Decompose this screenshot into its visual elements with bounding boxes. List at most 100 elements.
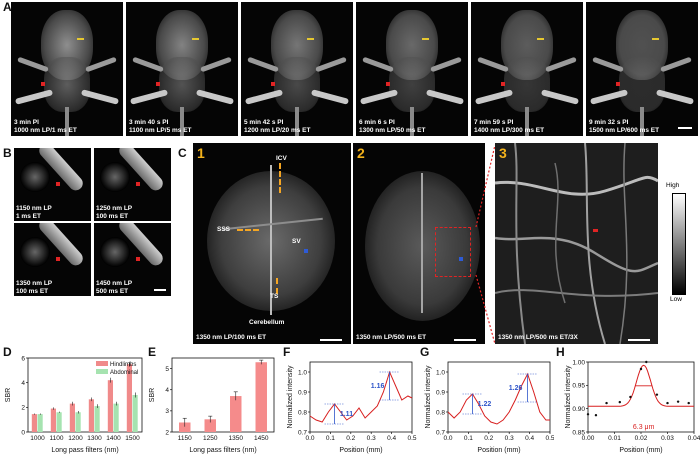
chart-g: 0.7 0.8 0.9 1.0 Normalized intensity Position… xyxy=(425,361,554,454)
panel-label-b: B xyxy=(3,146,12,160)
chart-d: 0 2 4 6 SBR Long pass filters (nm) 1000 1100 120… xyxy=(5,355,143,454)
label-sv: SV xyxy=(292,238,301,245)
mouse-image-6: 9 min 32 s PI 1500 nm LP/600 ms ET xyxy=(586,2,698,136)
label-sss: SSS xyxy=(217,226,231,233)
y-tick-label: 0.90 xyxy=(572,406,585,413)
peak-ratio-label: 1.16 xyxy=(371,383,385,390)
mouse-image-1: 3 min PI 1000 nm LP/1 ms ET xyxy=(11,2,123,136)
y-tick-label: 0.8 xyxy=(298,409,307,416)
scale-bar xyxy=(320,339,342,341)
vessel-pattern xyxy=(495,143,658,344)
hindlimb-image-1: 1150 nm LP 1 ms ET xyxy=(14,148,91,221)
y-axis-label: Normalized intensity xyxy=(425,365,432,429)
bar-abdominal xyxy=(75,412,81,432)
chart-e: 2 3 4 5 SBR Long pass filters (nm) 1150 1250 135… xyxy=(149,357,275,454)
label-icv: ICV xyxy=(276,155,287,162)
x-tick-label: 0.1 xyxy=(326,435,335,442)
label-ts: TS xyxy=(270,293,279,300)
x-tick-label: 0.0 xyxy=(305,435,314,442)
data-point xyxy=(655,393,659,396)
bar-hindlimbs xyxy=(50,408,56,432)
panel-label-c: C xyxy=(178,146,187,160)
hindlimb-image-2: 1250 nm LP 100 ms ET xyxy=(94,148,171,221)
bar-hindlimbs xyxy=(88,399,94,432)
x-tick-label: 0.02 xyxy=(635,435,648,442)
caption-b4: 1450 nm LP 500 ms ET xyxy=(96,280,133,295)
x-tick-label: 1150 xyxy=(178,435,192,442)
bar-abdominal xyxy=(37,414,43,432)
y-tick-label: 6 xyxy=(21,355,25,362)
scale-bar xyxy=(678,127,692,129)
y-tick-label: 0.7 xyxy=(298,429,307,436)
x-tick-label: 0.4 xyxy=(387,435,396,442)
mouse-image-4: 6 min 6 s PI 1300 nm LP/50 ms ET xyxy=(356,2,468,136)
bar-abdominal xyxy=(94,406,100,432)
y-tick-label: 1.0 xyxy=(436,369,445,376)
data-point xyxy=(618,400,621,404)
data-point xyxy=(687,401,690,405)
y-axis-label: SBR xyxy=(5,388,12,402)
x-tick-label: 1350 xyxy=(229,435,244,442)
brain-image-3: 3 1350 nm LP/500 ms ET/3X xyxy=(495,143,658,344)
data-point xyxy=(629,395,632,399)
data-point xyxy=(645,360,648,364)
x-tick-label: 1500 xyxy=(125,435,140,442)
x-tick-label: 0.2 xyxy=(484,435,493,442)
colorbar xyxy=(672,193,686,295)
x-axis-label: Long pass filters (nm) xyxy=(51,447,118,454)
y-tick-label: 5 xyxy=(165,366,169,373)
data-point xyxy=(666,401,669,405)
bar-abdominal xyxy=(113,403,119,432)
colorbar-high-label: High xyxy=(666,182,680,189)
y-tick-label: 1.0 xyxy=(298,369,307,376)
y-tick-label: 0.85 xyxy=(572,429,585,436)
y-tick-label: 0.95 xyxy=(572,383,585,390)
caption-b3: 1350 nm LP 100 ms ET xyxy=(16,280,53,295)
panel-label-h: H xyxy=(556,345,565,359)
x-axis-label: Position (mm) xyxy=(619,447,662,454)
colorbar-low-label: Low xyxy=(670,296,682,303)
panel-label-g: G xyxy=(420,345,430,359)
region-number-3: 3 xyxy=(499,145,507,161)
x-tick-label: 0.03 xyxy=(661,435,674,442)
x-tick-label: 0.00 xyxy=(582,435,595,442)
bar-hindlimbs xyxy=(107,380,113,432)
y-tick-label: 3 xyxy=(165,408,169,415)
x-axis-label: Long pass filters (nm) xyxy=(189,447,256,454)
panel-label-f: F xyxy=(283,345,291,359)
x-tick-label: 1400 xyxy=(106,435,121,442)
data-point xyxy=(605,401,608,405)
panel-label-e: E xyxy=(148,345,157,359)
caption-c2: 1350 nm LP/500 ms ET xyxy=(356,334,427,341)
bar xyxy=(179,422,191,432)
hindlimb-image-4: 1450 nm LP 500 ms ET xyxy=(94,223,171,296)
y-axis-label: SBR xyxy=(149,388,156,402)
sv-marker xyxy=(304,249,308,253)
legend-swatch xyxy=(96,369,108,374)
x-tick-label: 0.3 xyxy=(367,435,376,442)
y-tick-label: 0.7 xyxy=(436,429,445,436)
caption-b2: 1250 nm LP 100 ms ET xyxy=(96,205,133,220)
x-tick-label: 0.04 xyxy=(688,435,700,442)
data-point xyxy=(594,414,598,417)
x-tick-label: 1450 xyxy=(254,435,269,442)
data-line xyxy=(447,372,550,425)
caption-a4: 6 min 6 s PI 1300 nm LP/50 ms ET xyxy=(359,119,426,134)
y-tick-label: 2 xyxy=(21,405,25,412)
y-tick-label: 1.00 xyxy=(572,359,585,366)
bar-abdominal xyxy=(132,395,138,432)
panel-label-a: A xyxy=(3,0,12,14)
y-tick-label: 0.9 xyxy=(298,389,307,396)
caption-a2: 3 min 40 s PI 1100 nm LP/5 ms ET xyxy=(129,119,192,134)
legend-label: Hindlimbs xyxy=(110,362,136,368)
peak-ratio-label: 1.11 xyxy=(340,411,353,418)
brain-image-1: 1 ICV SSS SV TS Cerebellum 1350 nm LP/10… xyxy=(193,143,351,344)
caption-a3: 5 min 42 s PI 1200 nm LP/20 ms ET xyxy=(244,119,311,134)
legend-swatch xyxy=(96,361,108,366)
x-axis-label: Position (mm) xyxy=(477,447,520,454)
y-tick-label: 0.9 xyxy=(436,389,445,396)
x-axis-label: Position (mm) xyxy=(339,447,382,454)
data-line xyxy=(309,370,413,423)
caption-c1: 1350 nm LP/100 ms ET xyxy=(196,334,267,341)
